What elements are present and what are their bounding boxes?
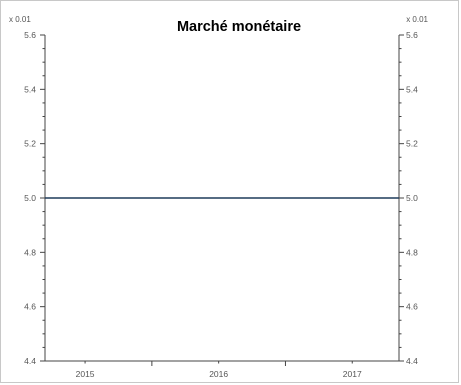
y-left-tick-label: 4.4 [24, 356, 36, 366]
y-right-tick-label: 5.4 [406, 84, 418, 94]
y-scale-label-right: x 0.01 [406, 15, 428, 24]
y-right-tick-label: 4.4 [406, 356, 418, 366]
y-right-tick-label: 4.8 [406, 247, 418, 257]
y-left-tick-label: 5.0 [24, 193, 36, 203]
x-tick-label: 2015 [76, 369, 95, 379]
y-left-tick-label: 4.6 [24, 302, 36, 312]
y-right-tick-label: 5.2 [406, 139, 418, 149]
x-tick-label: 2017 [343, 369, 362, 379]
y-left-tick-label: 4.8 [24, 247, 36, 257]
y-right-tick-label: 5.0 [406, 193, 418, 203]
ticks-layer [40, 34, 404, 366]
y-right-tick-label: 4.6 [406, 302, 418, 312]
chart-title: Marché monétaire [177, 19, 301, 35]
y-left-tick-label: 5.2 [24, 139, 36, 149]
y-right-tick-label: 5.6 [406, 30, 418, 40]
x-tick-label: 2016 [209, 369, 228, 379]
tick-labels-layer: 5.6 5.6 5.4 5.4 5.2 5.2 5.0 5.0 4.8 4.8 4.6 4.6 4.4 4… [24, 30, 418, 379]
y-scale-label-left: x 0.01 [9, 15, 31, 24]
y-left-tick-label: 5.4 [24, 84, 36, 94]
y-left-tick-label: 5.6 [24, 30, 36, 40]
